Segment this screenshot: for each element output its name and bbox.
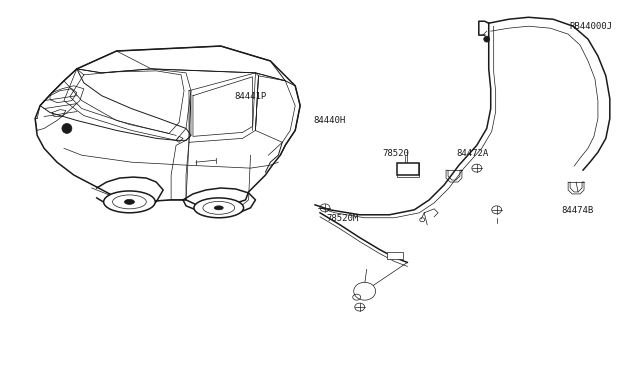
Text: 84440H: 84440H — [314, 116, 346, 125]
Circle shape — [484, 36, 490, 42]
Ellipse shape — [194, 198, 244, 218]
Ellipse shape — [124, 199, 134, 204]
Ellipse shape — [104, 191, 156, 213]
Text: 84441P: 84441P — [234, 92, 266, 101]
FancyBboxPatch shape — [397, 163, 419, 175]
Ellipse shape — [354, 282, 376, 300]
FancyBboxPatch shape — [387, 251, 403, 259]
Text: 78520: 78520 — [383, 149, 410, 158]
Text: 84474B: 84474B — [561, 206, 594, 215]
FancyBboxPatch shape — [397, 163, 419, 177]
Circle shape — [62, 124, 72, 134]
Text: 78520M: 78520M — [326, 214, 358, 223]
Text: 84472A: 84472A — [456, 149, 488, 158]
Text: RB44000J: RB44000J — [569, 22, 612, 31]
Ellipse shape — [214, 206, 223, 210]
